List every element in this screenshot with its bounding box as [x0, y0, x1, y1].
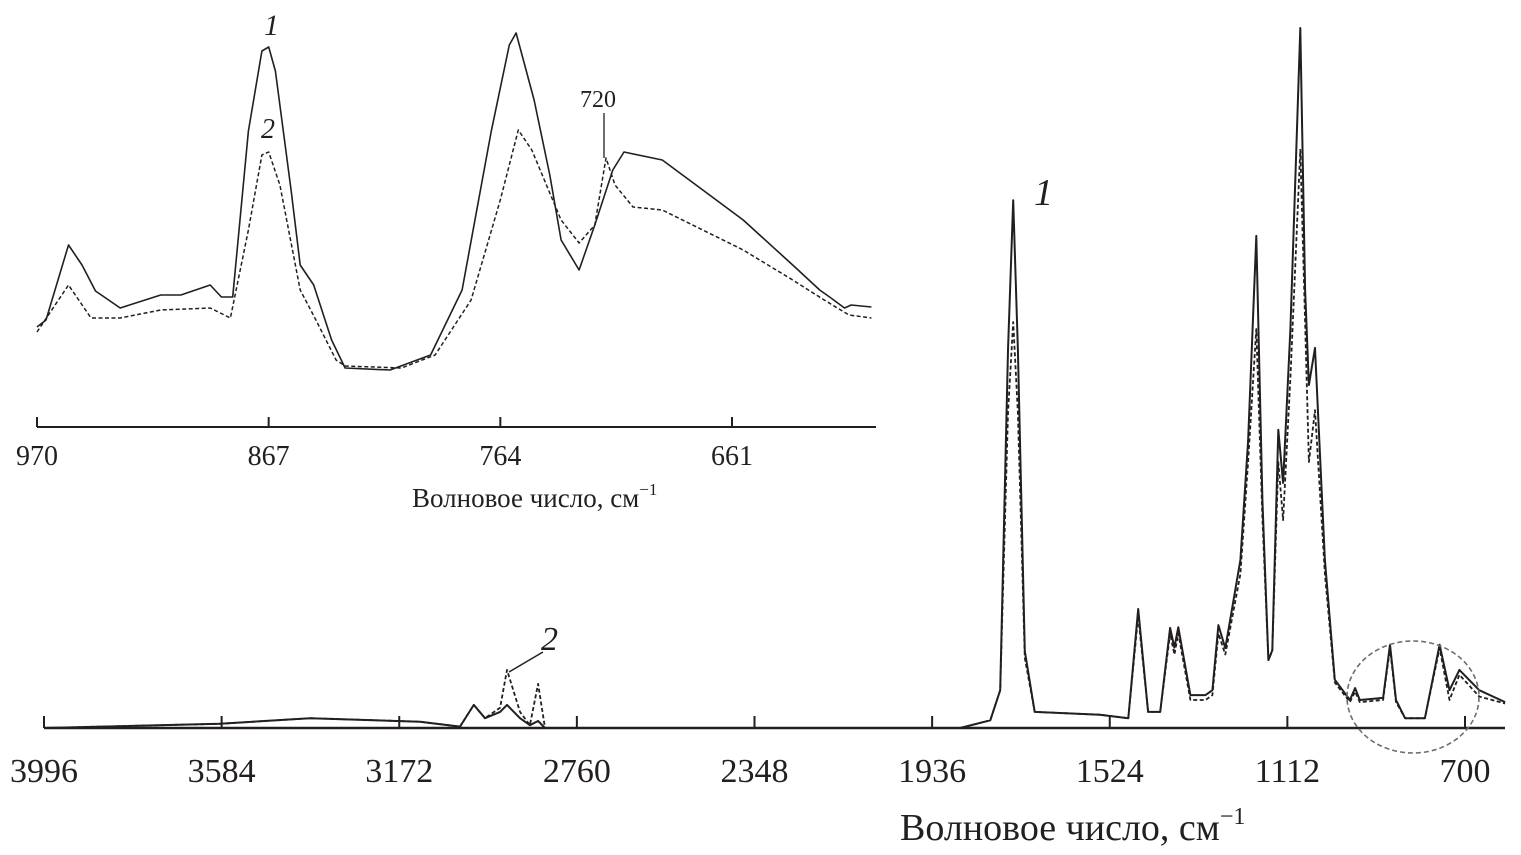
inset-series-1-line [36, 32, 872, 371]
inset-x-axis-title: Волновое число, см−1 [412, 480, 657, 513]
main-series-2-label: 2 [541, 621, 558, 658]
main-series-2-line [43, 148, 1506, 729]
main-tick-label: 1112 [1255, 753, 1320, 790]
inset-series-2-line [36, 129, 872, 369]
main-series-2-leader [508, 651, 544, 673]
main-tick-label: 2760 [543, 753, 611, 790]
inset-tick-label: 661 [711, 441, 753, 472]
main-x-ticks: 3996 3584 3172 2760 2348 1936 1524 1112 700 [10, 716, 1491, 790]
main-tick-label: 3584 [188, 753, 256, 790]
inset-series [36, 32, 872, 371]
inset-tick-label: 970 [16, 441, 58, 472]
main-tick-label: 1524 [1076, 753, 1144, 790]
main-tick-label: 700 [1440, 753, 1491, 790]
main-tick-label: 2348 [721, 753, 789, 790]
inset-x-ticks: 970 867 764 661 [16, 417, 753, 472]
inset-chart: 970 867 764 661 1 2 720 Волновое число, см−… [16, 9, 876, 513]
inset-peak-label-720: 720 [580, 87, 616, 113]
main-x-axis-title: Волновое число, см−1 [900, 804, 1245, 849]
inset-series-1-label: 1 [264, 9, 279, 42]
highlight-circle [1346, 640, 1480, 754]
inset-tick-label: 867 [248, 441, 290, 472]
main-series [43, 27, 1506, 729]
inset-tick-label: 764 [479, 441, 521, 472]
main-tick-label: 1936 [898, 753, 966, 790]
main-series-1-label: 1 [1034, 172, 1053, 214]
main-chart: 3996 3584 3172 2760 2348 1936 1524 1112 700 1 2 … [10, 27, 1506, 849]
inset-series-2-label: 2 [261, 114, 275, 145]
main-series-1-line [43, 27, 1506, 729]
main-tick-label: 3172 [365, 753, 433, 790]
main-tick-label: 3996 [10, 753, 78, 790]
